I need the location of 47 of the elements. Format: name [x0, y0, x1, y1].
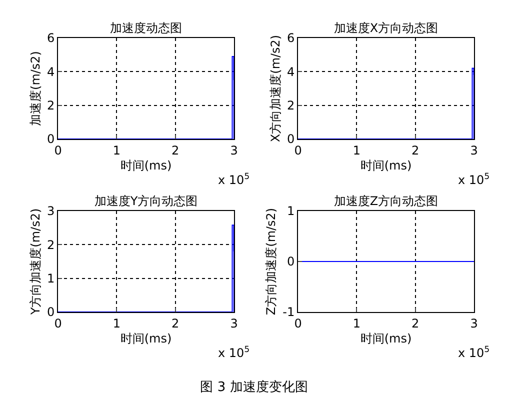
x-tick-label: 1 — [352, 316, 360, 330]
y-tick-label: -1 — [282, 305, 295, 320]
caption: 图 3 加速度变化图 — [199, 379, 309, 396]
x-axis-title: 时间(ms) — [120, 331, 172, 346]
y-tick-label: 2 — [286, 98, 295, 113]
y-axis-title: 加速度(m/s2) — [28, 51, 42, 126]
y-tick-label: 6 — [46, 31, 55, 46]
line-series — [58, 56, 234, 139]
y-tick-label: 1 — [286, 204, 295, 218]
y-tick-label: 1 — [46, 272, 55, 286]
y-axis-title: Z方向加速度(m/s2) — [264, 208, 278, 316]
x-axis-title: 时间(ms) — [360, 331, 412, 346]
text: x 10$^{5}$ — [218, 171, 250, 188]
x-tick-label: 3 — [470, 316, 478, 330]
x-tick-label: 1 — [112, 316, 120, 330]
y-tick-label: 0 — [286, 254, 295, 269]
text: x 10$^{5}$ — [458, 171, 490, 188]
text: x 10$^{5}$ — [458, 344, 490, 360]
y-tick-label: 0 — [46, 132, 55, 146]
chart-title: 加速度X方向动态图 — [334, 21, 438, 35]
x-axis-title: 时间(ms) — [120, 158, 172, 172]
line-series — [298, 68, 474, 139]
y-axis-title: X方向加速度(m/s2) — [268, 34, 282, 142]
y-tick-label: 6 — [286, 31, 295, 46]
y-tick-label: 4 — [286, 64, 295, 79]
chart-title: 加速度Y方向动态图 — [94, 194, 198, 208]
x-tick-label: 2 — [412, 316, 420, 330]
x-tick-label: 3 — [470, 143, 478, 158]
chart-title: 加速度动态图 — [110, 21, 182, 35]
x-tick-label: 2 — [172, 143, 180, 158]
x-axis-title: 时间(ms) — [360, 158, 412, 172]
y-tick-label: 0 — [46, 305, 55, 320]
y-tick-label: 2 — [46, 98, 55, 113]
x-tick-label: 3 — [230, 143, 238, 158]
y-tick-label: 3 — [46, 204, 55, 218]
y-tick-label: 0 — [286, 132, 295, 146]
line-series — [58, 224, 234, 312]
x-tick-label: 3 — [230, 316, 238, 330]
y-tick-label: 4 — [46, 64, 55, 79]
y-tick-label: 2 — [46, 238, 55, 252]
x-tick-label: 1 — [112, 143, 120, 158]
x-tick-label: 2 — [172, 316, 180, 330]
x-tick-label: 2 — [412, 143, 420, 158]
x-tick-label: 1 — [352, 143, 360, 158]
chart-title: 加速度Z方向动态图 — [334, 194, 438, 208]
y-axis-title: Y方向加速度(m/s2) — [28, 208, 42, 316]
text: x 10$^{5}$ — [218, 344, 250, 360]
